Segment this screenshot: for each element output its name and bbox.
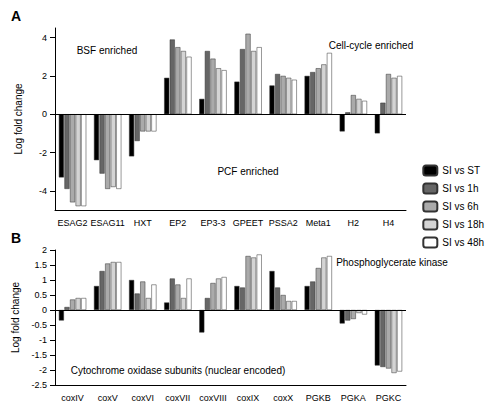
- svg-text:ESAG11: ESAG11: [90, 218, 124, 228]
- svg-text:Phosphoglycerate kinase: Phosphoglycerate kinase: [336, 257, 448, 268]
- svg-text:Log fold change: Log fold change: [13, 83, 24, 155]
- svg-text:PSSA2: PSSA2: [269, 218, 298, 228]
- svg-text:PGKA: PGKA: [341, 393, 366, 403]
- svg-text:coxV: coxV: [98, 393, 118, 403]
- svg-text:-1: -1: [39, 335, 47, 345]
- svg-text:PGKC: PGKC: [376, 393, 402, 403]
- svg-text:coxVIII: coxVIII: [199, 393, 227, 403]
- svg-text:coxX: coxX: [273, 393, 293, 403]
- svg-text:1.5: 1.5: [34, 260, 47, 270]
- svg-text:SI vs ST: SI vs ST: [442, 165, 480, 176]
- svg-text:0: 0: [42, 109, 47, 119]
- svg-text:2: 2: [42, 245, 47, 255]
- svg-text:1: 1: [42, 275, 47, 285]
- svg-text:2: 2: [42, 71, 47, 81]
- svg-text:H2: H2: [348, 218, 360, 228]
- svg-text:coxIV: coxIV: [61, 393, 84, 403]
- svg-text:-4: -4: [39, 186, 47, 196]
- svg-text:B: B: [11, 230, 21, 246]
- svg-text:SI vs 6h: SI vs 6h: [442, 201, 478, 212]
- svg-text:-2: -2: [39, 365, 47, 375]
- svg-text:-1.5: -1.5: [31, 350, 47, 360]
- svg-text:Meta1: Meta1: [306, 218, 331, 228]
- svg-text:Log fold change: Log fold change: [10, 281, 21, 353]
- svg-text:HXT: HXT: [134, 218, 153, 228]
- svg-text:4: 4: [42, 33, 47, 43]
- svg-text:coxVI: coxVI: [131, 393, 154, 403]
- svg-text:0: 0: [42, 305, 47, 315]
- svg-text:A: A: [11, 8, 21, 24]
- svg-text:ESAG2: ESAG2: [58, 218, 88, 228]
- svg-text:PGKB: PGKB: [306, 393, 331, 403]
- svg-text:SI vs 18h: SI vs 18h: [442, 219, 484, 230]
- svg-text:-2: -2: [39, 148, 47, 158]
- svg-text:H4: H4: [383, 218, 395, 228]
- svg-text:0.5: 0.5: [34, 290, 47, 300]
- svg-text:coxIX: coxIX: [237, 393, 260, 403]
- svg-text:SI vs 48h: SI vs 48h: [442, 237, 484, 248]
- svg-text:Cell-cycle enriched: Cell-cycle enriched: [329, 40, 413, 51]
- svg-text:EP2: EP2: [169, 218, 186, 228]
- svg-text:EP3-3: EP3-3: [200, 218, 225, 228]
- svg-text:coxVII: coxVII: [165, 393, 190, 403]
- svg-text:GPEET: GPEET: [233, 218, 264, 228]
- svg-text:-0.5: -0.5: [31, 320, 47, 330]
- svg-text:PCF enriched: PCF enriched: [217, 166, 278, 177]
- svg-text:-2.5: -2.5: [31, 380, 47, 390]
- svg-text:Cytochrome oxidase subunits (n: Cytochrome oxidase subunits (nuclear enc…: [71, 365, 286, 376]
- svg-text:SI vs 1h: SI vs 1h: [442, 183, 478, 194]
- svg-text:BSF enriched: BSF enriched: [77, 45, 138, 56]
